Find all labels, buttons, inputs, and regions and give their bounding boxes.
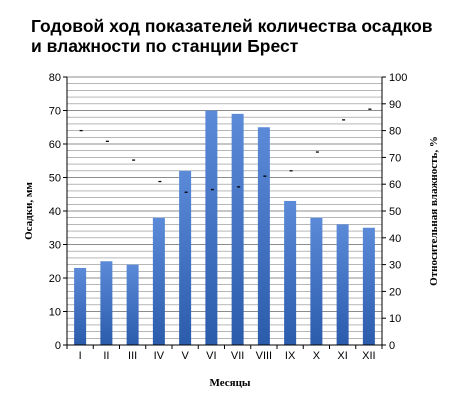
y-tick-label: 40: [49, 206, 61, 218]
x-tick-label: XI: [337, 350, 347, 362]
y2-tick-label: 50: [389, 206, 401, 218]
precipitation-bar: [74, 267, 87, 345]
precipitation-bar: [257, 127, 270, 345]
y-tick-label: 30: [49, 240, 61, 252]
x-tick-label: VI: [206, 350, 216, 362]
precipitation-bar: [362, 227, 375, 345]
precipitation-bar: [100, 261, 113, 345]
x-tick-label: IV: [154, 350, 165, 362]
y2-tick-label: 30: [389, 260, 401, 272]
precipitation-bar: [231, 113, 244, 345]
y2-tick-label: 80: [389, 126, 401, 138]
x-tick-label: IX: [285, 350, 296, 362]
chart-title: Годовой ход показателей количества осадк…: [31, 16, 433, 56]
y2-tick-label: 100: [389, 72, 407, 84]
x-tick-label: III: [128, 350, 137, 362]
x-tick-label: V: [181, 350, 189, 362]
precipitation-bar: [152, 217, 165, 345]
y2-tick-label: 40: [389, 233, 401, 245]
y-tick-label: 0: [55, 340, 61, 352]
precipitation-bar: [336, 224, 349, 345]
precipitation-bar: [284, 200, 297, 345]
y-tick-label: 80: [49, 72, 61, 84]
y-tick-label: 20: [49, 273, 61, 285]
y2-tick-label: 0: [389, 340, 395, 352]
x-tick-label: I: [79, 350, 82, 362]
y-tick-label: 60: [49, 139, 61, 151]
y2-tick-label: 20: [389, 286, 401, 298]
y-tick-label: 50: [49, 173, 61, 185]
precipitation-bar: [205, 110, 218, 345]
precipitation-bar: [310, 217, 323, 345]
y-tick-label: 10: [49, 307, 61, 319]
x-axis-title: Месяцы: [209, 377, 250, 389]
y2-axis-title: Относительная влажность, %: [428, 136, 440, 286]
precipitation-bar: [179, 170, 192, 345]
bar-series: [74, 110, 375, 345]
y2-tick-label: 70: [389, 152, 401, 164]
y-tick-label: 70: [49, 106, 61, 118]
precipitation-bar: [126, 264, 139, 345]
y2-tick-label: 10: [389, 313, 401, 325]
y2-tick-label: 60: [389, 179, 401, 191]
x-tick-label: II: [103, 350, 109, 362]
y-axis-title: Осадки, мм: [23, 182, 35, 240]
grid-lines: [67, 76, 382, 346]
humidity-series: [79, 108, 372, 193]
x-tick-label: VIII: [256, 350, 273, 362]
x-tick-label: X: [313, 350, 321, 362]
x-tick-label: XII: [362, 350, 375, 362]
axes: 0 10 20 30 40 50 60 70 80 0 10 20 30 40 50 60 70 80 90 100 I…: [49, 72, 408, 362]
x-tick-label: VII: [231, 350, 244, 362]
y2-tick-label: 90: [389, 99, 401, 111]
